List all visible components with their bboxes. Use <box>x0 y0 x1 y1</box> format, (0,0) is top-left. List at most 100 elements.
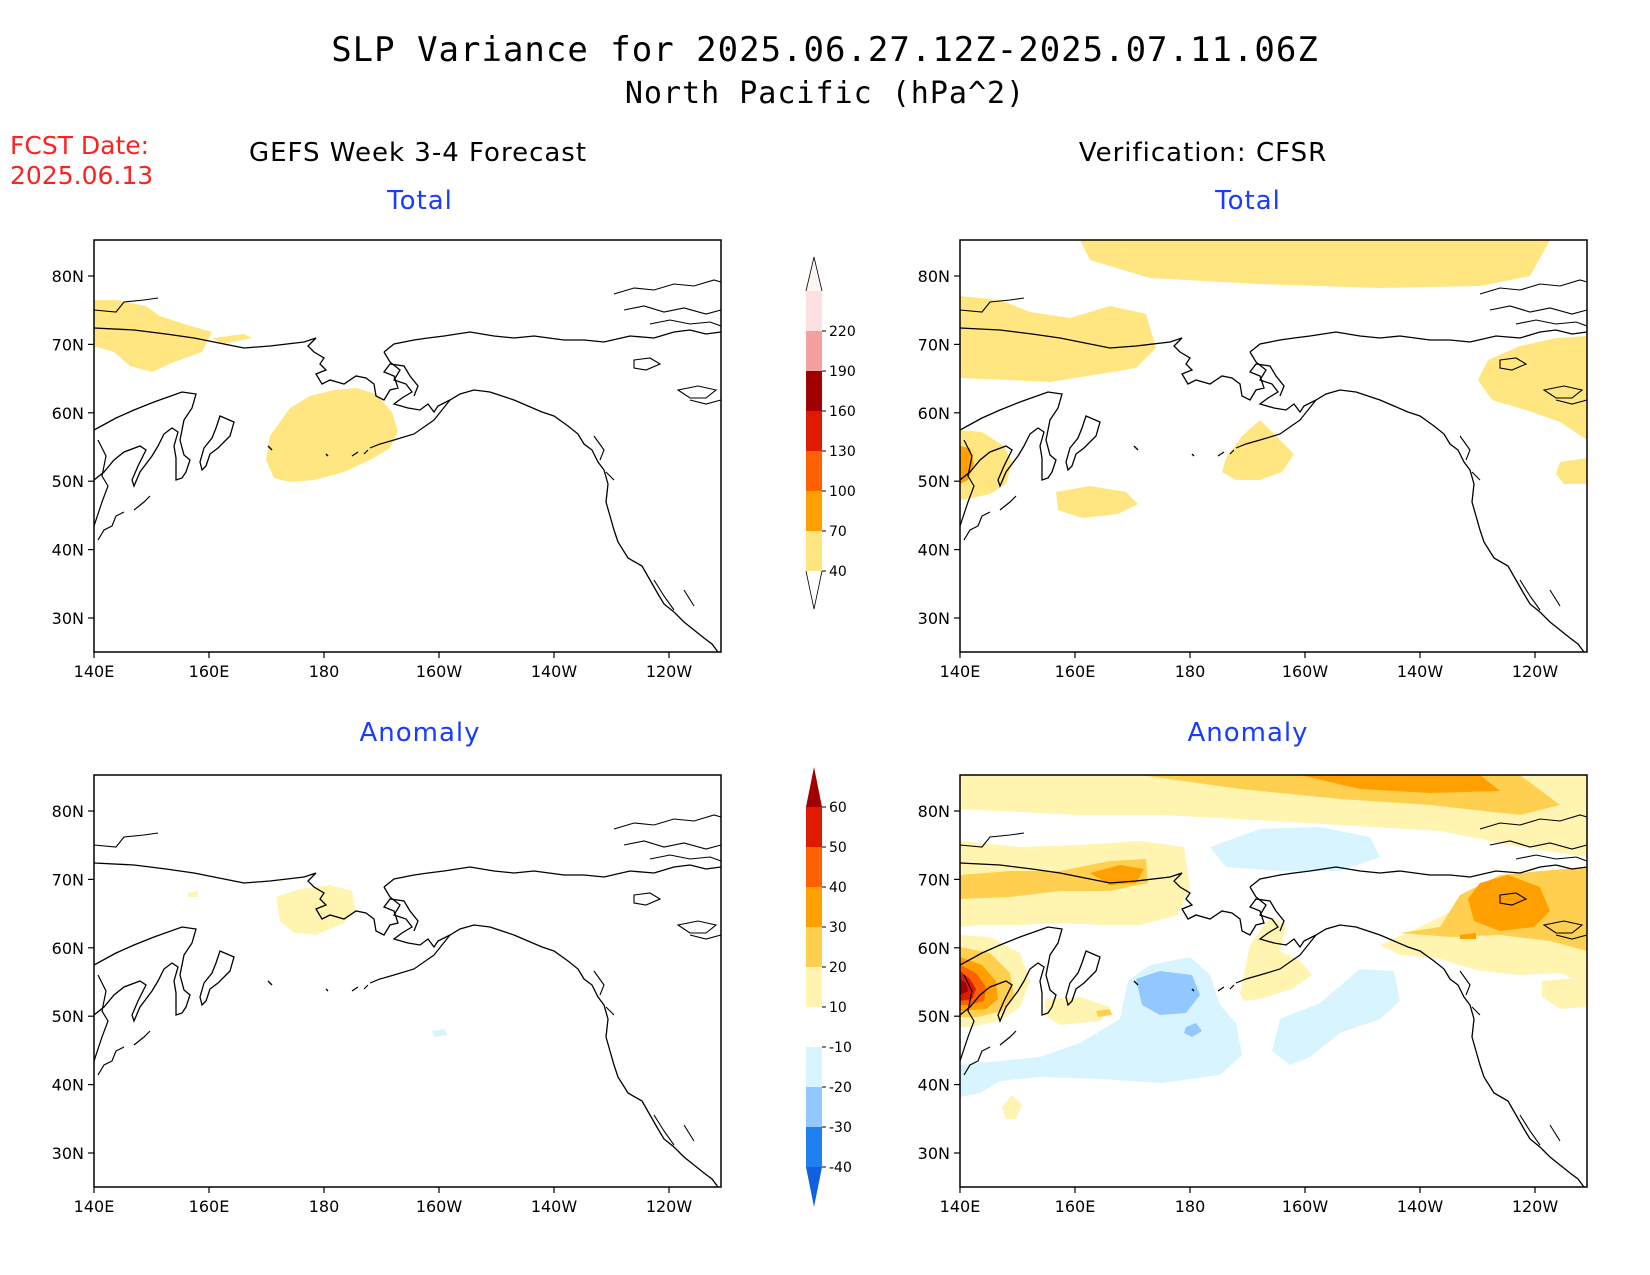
total-colorbar-label: 190 <box>829 364 856 380</box>
fc-anom-lon-label: 120W <box>646 1197 693 1216</box>
vf-anom-contour-neg-gulf <box>1272 969 1400 1065</box>
anomaly-colorbar-label: -30 <box>829 1120 852 1136</box>
anomaly-colorbar-label: -20 <box>829 1080 852 1096</box>
fc-total-shading <box>94 300 398 482</box>
fc-anom-lat-label: 30N <box>52 1144 84 1163</box>
fc-total-lat-label: 70N <box>52 335 84 354</box>
fc-anom-lat-label: 80N <box>52 802 84 821</box>
vf-anom-contour-canada-dot <box>1460 933 1476 939</box>
vf-total-panel <box>959 239 1588 653</box>
total-colorbar-swatch <box>806 411 822 451</box>
anomaly-colorbar-label: 40 <box>829 880 847 896</box>
main-subtitle: North Pacific (hPa^2) <box>624 76 1026 111</box>
vf-anom-contour-east-edge <box>1542 977 1587 1009</box>
total-colorbar-swatch <box>806 331 822 371</box>
fc-anom-lat-label: 60N <box>52 939 84 958</box>
vf-total-contour-east-edge <box>1556 458 1587 484</box>
vf-anom-subtitle: Anomaly <box>1187 718 1309 748</box>
anomaly-colorbar-label: 60 <box>829 800 847 816</box>
fc-total-panel <box>93 239 722 653</box>
vf-anom-lon-label: 140E <box>940 1197 981 1216</box>
vf-anom-lat-label: 50N <box>918 1007 950 1026</box>
fc-total-lon-label: 120W <box>646 662 693 681</box>
main-title: SLP Variance for 2025.06.27.12Z-2025.07.… <box>331 30 1319 70</box>
fc-anom-lon-label: 160E <box>189 1197 230 1216</box>
total-colorbar-label: 130 <box>829 444 856 460</box>
vf-total-lon-label: 140E <box>940 662 981 681</box>
vf-anom-lon-label: 180 <box>1175 1197 1206 1216</box>
fcst-date-value: 2025.06.13 <box>10 161 154 190</box>
vf-anom-lon-label: 160E <box>1055 1197 1096 1216</box>
vf-anom-contour-pos-aleutian <box>1240 917 1312 1001</box>
total-colorbar-label: 40 <box>829 564 847 580</box>
total-colorbar-swatch <box>806 371 822 411</box>
fc-total-lat-label: 30N <box>52 609 84 628</box>
vf-total-lon-label: 160W <box>1282 662 1329 681</box>
vf-total-lon-label: 160E <box>1055 662 1096 681</box>
fc-total-lat-label: 60N <box>52 404 84 423</box>
total-colorbar: 40 70 100 130 160 190 220 <box>805 256 856 610</box>
right-column-header: Verification: CFSR <box>1078 138 1328 168</box>
vf-anom-lat-label: 70N <box>918 870 950 889</box>
vf-total-lat-label: 30N <box>918 609 950 628</box>
vf-anom-contour-arctic-neg <box>1210 827 1380 871</box>
fc-anom-lon-label: 160W <box>416 1197 463 1216</box>
anomaly-colorbar-swatch <box>806 1127 822 1167</box>
total-colorbar-label: 100 <box>829 484 856 500</box>
anomaly-colorbar-label: 50 <box>829 840 847 856</box>
axes-layer: 80N 70N 60N 50N 40N 30N 140E 160E 180 160W 140W 120… <box>52 267 1559 1216</box>
anomaly-colorbar-swatch <box>806 887 822 927</box>
fc-total-lat-label: 50N <box>52 472 84 491</box>
vf-total-contour-aleutian <box>1222 420 1294 480</box>
fc-anom-lon-label: 140E <box>74 1197 115 1216</box>
vf-total-contour-arctic-band <box>1080 240 1550 288</box>
fc-total-frame <box>93 239 722 653</box>
anomaly-colorbar-label: 30 <box>829 920 847 936</box>
fcst-date-label: FCST Date: <box>10 131 150 160</box>
anomaly-colorbar-swatch <box>806 807 822 847</box>
vf-total-lon-label: 180 <box>1175 662 1206 681</box>
vf-anom-contour-nw-dot <box>1096 1009 1112 1017</box>
total-colorbar-top-cap <box>805 256 823 292</box>
vf-anom-contour-south-pos <box>1002 1095 1022 1119</box>
vf-total-contour-canada <box>1478 336 1587 440</box>
anomaly-colorbar-label: -10 <box>829 1040 852 1056</box>
fc-anom-contour-small <box>188 891 198 897</box>
total-colorbar-label: 70 <box>829 524 847 540</box>
fc-anom-panel <box>93 774 722 1188</box>
fc-anom-lat-label: 40N <box>52 1076 84 1095</box>
anomaly-colorbar-label: 10 <box>829 1000 847 1016</box>
fc-anom-lon-label: 180 <box>309 1197 340 1216</box>
anomaly-colorbar-top-cap <box>806 767 822 807</box>
fc-total-lat-label: 40N <box>52 541 84 560</box>
vf-total-shading <box>960 240 1587 518</box>
vf-anom-contour-neg-core <box>1136 971 1200 1015</box>
fc-total-lon-label: 180 <box>309 662 340 681</box>
anomaly-colorbar-swatch <box>806 1007 822 1047</box>
left-column-header: GEFS Week 3-4 Forecast <box>248 138 588 168</box>
vf-anom-lat-label: 80N <box>918 802 950 821</box>
vf-anom-contour-canada-core <box>1468 875 1550 931</box>
vf-anom-lon-label: 160W <box>1282 1197 1329 1216</box>
fc-total-lon-label: 160E <box>189 662 230 681</box>
anomaly-colorbar-swatch <box>806 1047 822 1087</box>
vf-anom-lon-label: 140W <box>1397 1197 1444 1216</box>
vf-anom-contour-nw-pacific <box>1044 997 1110 1025</box>
vf-total-lat-label: 50N <box>918 472 950 491</box>
vf-anom-contour-japan-darkred <box>960 979 968 995</box>
anomaly-colorbar-label: -40 <box>829 1160 852 1176</box>
vf-anom-contour-neg-small <box>1184 1023 1202 1037</box>
anomaly-colorbar-swatch <box>806 847 822 887</box>
fc-anom-lat-label: 70N <box>52 870 84 889</box>
fc-total-lon-label: 140E <box>74 662 115 681</box>
total-colorbar-bottom-cap <box>805 570 823 610</box>
vf-anom-lat-label: 40N <box>918 1076 950 1095</box>
total-colorbar-label: 160 <box>829 404 856 420</box>
vf-anom-lon-label: 120W <box>1512 1197 1559 1216</box>
vf-anom-lat-label: 60N <box>918 939 950 958</box>
total-colorbar-label: 220 <box>829 324 856 340</box>
fc-total-lon-label: 140W <box>531 662 578 681</box>
anomaly-colorbar-swatch <box>806 1087 822 1127</box>
vf-total-lat-label: 80N <box>918 267 950 286</box>
vf-total-contour-japan-core <box>960 446 974 484</box>
